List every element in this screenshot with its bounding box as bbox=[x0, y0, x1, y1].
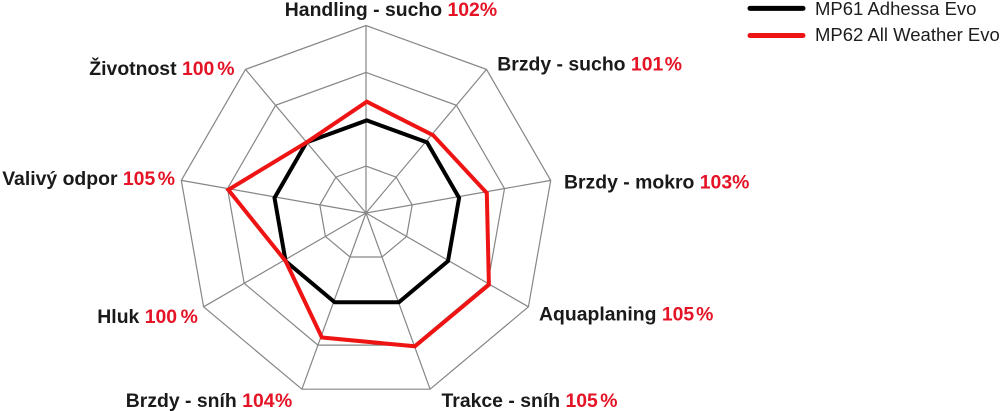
svg-text:Valivý odpor 105%: Valivý odpor 105% bbox=[2, 168, 175, 190]
svg-text:MP62 All Weather Evo: MP62 All Weather Evo bbox=[815, 24, 1000, 45]
svg-text:Trakce - sníh 105%: Trakce - sníh 105% bbox=[442, 390, 618, 411]
svg-text:Životnost 100%: Životnost 100% bbox=[89, 56, 234, 80]
svg-text:Brzdy - mokro 103%: Brzdy - mokro 103% bbox=[564, 171, 749, 193]
svg-text:Brzdy - sníh 104%: Brzdy - sníh 104% bbox=[126, 390, 292, 411]
svg-text:Brzdy - sucho 101%: Brzdy - sucho 101% bbox=[497, 54, 682, 76]
svg-text:Hluk 100%: Hluk 100% bbox=[97, 306, 198, 328]
svg-text:MP61 Adhessa Evo: MP61 Adhessa Evo bbox=[815, 0, 976, 19]
svg-text:Handling - sucho 102%: Handling - sucho 102% bbox=[285, 0, 497, 21]
svg-text:Aquaplaning 105%: Aquaplaning 105% bbox=[539, 303, 713, 325]
